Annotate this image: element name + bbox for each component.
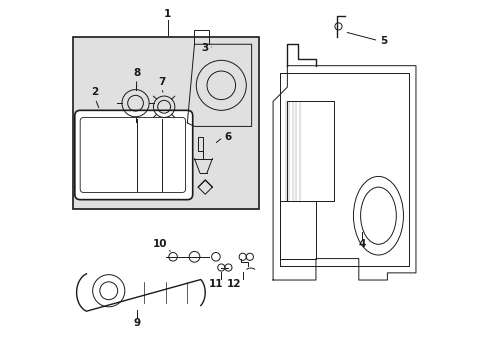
Text: 12: 12 [226,279,241,289]
Text: 1: 1 [164,9,171,19]
Text: 2: 2 [91,87,99,98]
Text: 4: 4 [358,239,366,249]
Polygon shape [272,66,415,280]
Text: 8: 8 [133,68,141,78]
Text: 3: 3 [201,43,208,53]
Text: 11: 11 [208,279,223,289]
Text: 5: 5 [379,36,386,46]
Text: 6: 6 [224,132,232,142]
Text: 10: 10 [153,239,167,249]
FancyBboxPatch shape [73,37,258,208]
Polygon shape [77,274,205,311]
FancyBboxPatch shape [75,111,192,200]
Text: 7: 7 [158,77,166,87]
Text: 9: 9 [134,318,141,328]
